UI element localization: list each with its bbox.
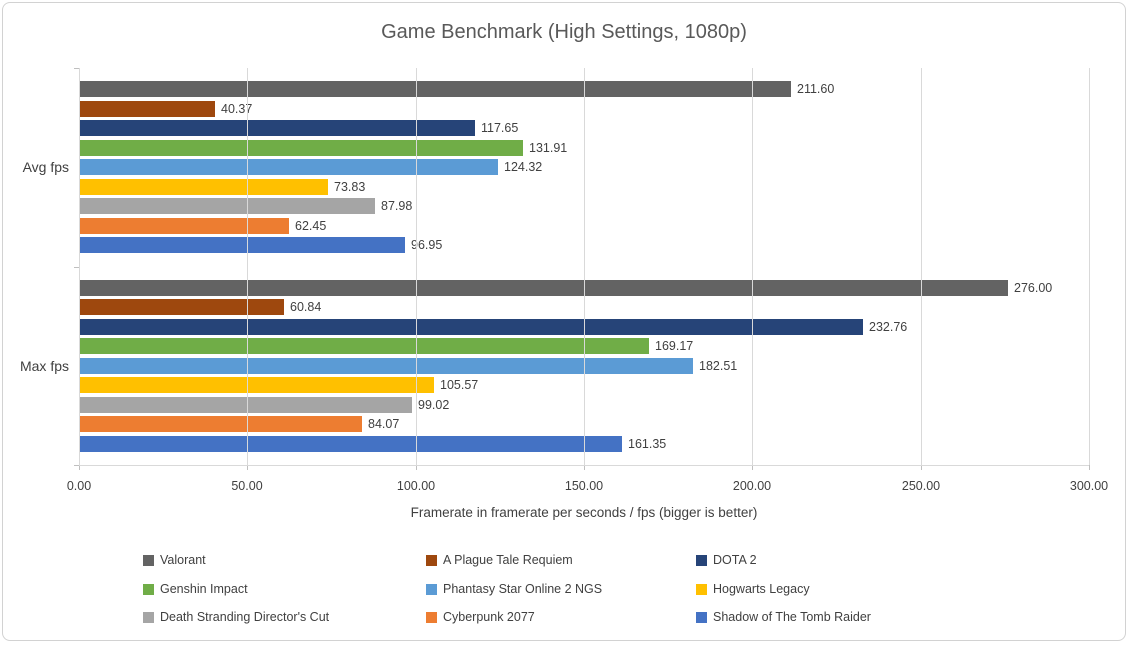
value-label-valorant-max-fps: 276.00: [1014, 280, 1053, 295]
bar-dota-2-max-fps: [79, 318, 863, 335]
legend-marker-genshin-impact: [143, 583, 154, 595]
value-label-dota-2-avg-fps: 117.65: [481, 121, 519, 136]
bar-genshin-impact-max-fps: [79, 338, 649, 355]
y-axis-tick-avg-fps: [74, 68, 79, 69]
legend-label-valorant: Valorant: [160, 553, 206, 567]
value-label-death-stranding-director-s-cut-max-fps: 99.02: [418, 397, 450, 412]
x-axis-line: [79, 465, 1089, 466]
bar-genshin-impact-avg-fps: [79, 139, 523, 156]
chart-title: Game Benchmark (High Settings, 1080p): [381, 21, 747, 43]
gridline-100: [416, 68, 417, 465]
bar-a-plague-tale-requiem-max-fps: [79, 299, 284, 316]
bar-shadow-of-the-tomb-raider-max-fps: [79, 435, 622, 452]
x-tick-label-250: 250.00: [901, 479, 941, 493]
bar-cyberpunk-2077-max-fps: [79, 416, 362, 433]
bar-a-plague-tale-requiem-avg-fps: [79, 100, 215, 117]
x-axis-tick-300: [1089, 465, 1090, 470]
legend-marker-hogwarts-legacy: [696, 583, 707, 595]
value-label-phantasy-star-online-2-ngs-max-fps: 182.51: [699, 358, 738, 373]
legend-label-phantasy-star-online-2-ngs: Phantasy Star Online 2 NGS: [443, 582, 603, 596]
x-tick-label-200: 200.00: [732, 479, 772, 493]
category-label-max-fps: Max fps: [19, 357, 69, 374]
legend-item-valorant: Valorant: [143, 553, 206, 567]
value-label-phantasy-star-online-2-ngs-avg-fps: 124.32: [504, 160, 543, 175]
value-label-dota-2-max-fps: 232.76: [869, 319, 908, 334]
legend-label-shadow-of-the-tomb-raider: Shadow of The Tomb Raider: [713, 610, 871, 624]
y-axis-tick-bottom: [74, 465, 79, 466]
legend-marker-death-stranding-director-s-cut: [143, 611, 154, 623]
bar-phantasy-star-online-2-ngs-avg-fps: [79, 159, 498, 176]
x-axis-tick-100: [416, 465, 417, 470]
gridline-300: [1089, 68, 1090, 465]
x-axis-title: Framerate in framerate per seconds / fps…: [410, 505, 758, 520]
legend-label-hogwarts-legacy: Hogwarts Legacy: [713, 582, 810, 596]
bar-death-stranding-director-s-cut-avg-fps: [79, 198, 375, 215]
value-label-valorant-avg-fps: 211.60: [797, 82, 835, 97]
bar-death-stranding-director-s-cut-max-fps: [79, 396, 412, 413]
gridline-250: [921, 68, 922, 465]
category-label-avg-fps: Avg fps: [22, 159, 69, 176]
x-axis-tick-50: [247, 465, 248, 470]
legend-label-dota-2: DOTA 2: [713, 553, 757, 567]
bar-phantasy-star-online-2-ngs-max-fps: [79, 357, 693, 374]
legend-marker-phantasy-star-online-2-ngs: [426, 583, 437, 595]
x-axis-tick-200: [752, 465, 753, 470]
value-label-a-plague-tale-requiem-avg-fps: 40.37: [221, 101, 253, 116]
value-label-cyberpunk-2077-max-fps: 84.07: [368, 417, 400, 432]
legend-marker-a-plague-tale-requiem: [426, 554, 437, 566]
legend-label-death-stranding-director-s-cut: Death Stranding Director's Cut: [160, 610, 330, 624]
value-label-cyberpunk-2077-avg-fps: 62.45: [295, 218, 327, 233]
y-axis-line: [79, 68, 80, 465]
x-tick-label-50: 50.00: [231, 479, 263, 493]
x-axis-tick-0: [79, 465, 80, 470]
legend-label-a-plague-tale-requiem: A Plague Tale Requiem: [443, 553, 573, 567]
x-tick-label-300: 300.00: [1069, 479, 1109, 493]
value-label-hogwarts-legacy-avg-fps: 73.83: [334, 179, 366, 194]
x-axis-tick-150: [584, 465, 585, 470]
gridline-50: [247, 68, 248, 465]
legend-marker-valorant: [143, 554, 154, 566]
legend-item-hogwarts-legacy: Hogwarts Legacy: [696, 582, 810, 596]
legend-marker-cyberpunk-2077: [426, 611, 437, 623]
x-tick-label-0: 0.00: [66, 479, 92, 493]
legend-item-genshin-impact: Genshin Impact: [143, 582, 248, 596]
legend-item-a-plague-tale-requiem: A Plague Tale Requiem: [426, 553, 573, 567]
x-axis-tick-250: [921, 465, 922, 470]
value-label-a-plague-tale-requiem-max-fps: 60.84: [290, 300, 322, 315]
value-label-genshin-impact-avg-fps: 131.91: [529, 140, 568, 155]
bar-cyberpunk-2077-avg-fps: [79, 217, 289, 234]
legend-item-cyberpunk-2077: Cyberpunk 2077: [426, 610, 535, 624]
gridline-150: [584, 68, 585, 465]
value-label-hogwarts-legacy-max-fps: 105.57: [440, 378, 479, 393]
legend-item-shadow-of-the-tomb-raider: Shadow of The Tomb Raider: [696, 610, 871, 624]
value-label-genshin-impact-max-fps: 169.17: [655, 339, 694, 354]
y-axis-tick-max-fps: [74, 267, 79, 268]
value-label-death-stranding-director-s-cut-avg-fps: 87.98: [381, 199, 413, 214]
gridline-200: [752, 68, 753, 465]
bar-hogwarts-legacy-max-fps: [79, 377, 434, 394]
legend-item-dota-2: DOTA 2: [696, 553, 757, 567]
bar-shadow-of-the-tomb-raider-avg-fps: [79, 237, 405, 254]
legend-label-cyberpunk-2077: Cyberpunk 2077: [443, 610, 535, 624]
bar-valorant-max-fps: [79, 279, 1008, 296]
legend-marker-dota-2: [696, 554, 707, 566]
legend-marker-shadow-of-the-tomb-raider: [696, 611, 707, 623]
value-label-shadow-of-the-tomb-raider-avg-fps: 96.95: [411, 238, 443, 253]
legend-item-death-stranding-director-s-cut: Death Stranding Director's Cut: [143, 610, 329, 624]
value-label-shadow-of-the-tomb-raider-max-fps: 161.35: [628, 436, 667, 451]
bar-valorant-avg-fps: [79, 81, 791, 98]
x-tick-label-150: 150.00: [564, 479, 604, 493]
legend-label-genshin-impact: Genshin Impact: [160, 582, 248, 596]
legend-item-phantasy-star-online-2-ngs: Phantasy Star Online 2 NGS: [426, 582, 602, 596]
x-tick-label-100: 100.00: [396, 479, 436, 493]
bar-dota-2-avg-fps: [79, 120, 475, 137]
bar-hogwarts-legacy-avg-fps: [79, 178, 328, 195]
